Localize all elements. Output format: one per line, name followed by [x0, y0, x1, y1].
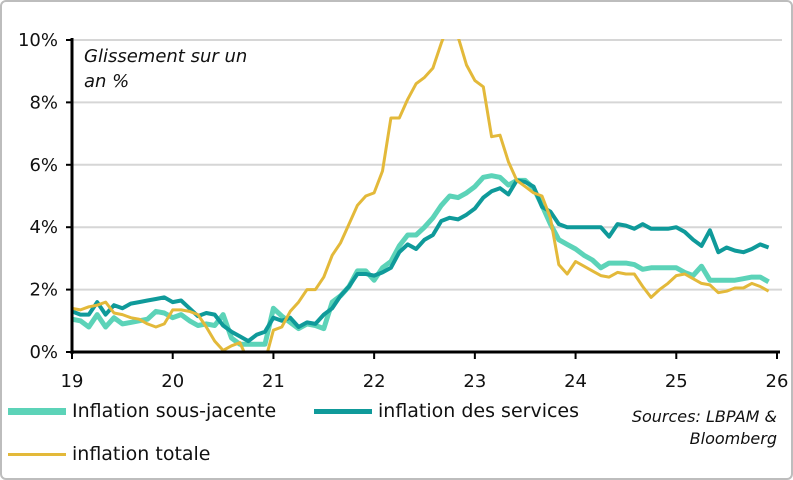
x-tick-label: 24	[564, 371, 587, 392]
legend-label: Inflation sous-jacente	[72, 400, 277, 422]
legend-item-services: inflation des services	[314, 400, 579, 422]
y-tick-label: 8%	[29, 92, 58, 113]
series-line-2	[72, 178, 770, 344]
x-tick-label: 25	[665, 371, 688, 392]
x-tick-label: 26	[766, 371, 789, 392]
legend-label: inflation totale	[72, 443, 211, 465]
x-tick-label: 21	[262, 371, 285, 392]
legend-item-core: Inflation sous-jacente	[8, 400, 276, 422]
sources-note: Sources: LBPAM & Bloomberg	[631, 407, 777, 448]
series-line-3	[72, 39, 770, 353]
y-tick-label: 6%	[29, 155, 58, 176]
chart-annotation: Glissement sur un an %	[84, 46, 248, 92]
legend-swatch	[8, 452, 66, 456]
x-tick-label: 19	[61, 371, 84, 392]
legend-swatch	[314, 408, 372, 414]
legend-label: inflation des services	[378, 400, 580, 422]
y-tick-label: 10%	[18, 30, 58, 51]
y-tick-label: 4%	[29, 217, 58, 238]
y-tick-label: 0%	[29, 342, 58, 363]
legend-swatch	[8, 407, 66, 415]
series-line-1	[72, 173, 770, 347]
x-tick-label: 23	[463, 371, 486, 392]
y-tick-label: 2%	[29, 280, 58, 301]
x-tick-label: 22	[363, 371, 386, 392]
x-tick-label: 20	[161, 371, 184, 392]
legend-item-total: inflation totale	[8, 443, 211, 465]
